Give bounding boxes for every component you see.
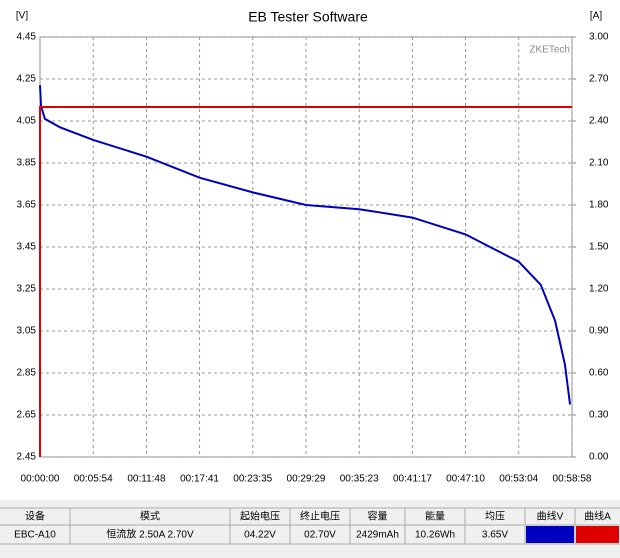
- table-header: 终止电压: [300, 510, 340, 523]
- y-tick-label: 3.25: [17, 284, 37, 295]
- table-cell: 10.26Wh: [415, 530, 455, 541]
- y2-tick-label: 1.80: [589, 200, 609, 211]
- x-tick-label: 00:29:29: [287, 474, 326, 485]
- watermark: ZKETech: [529, 45, 570, 56]
- x-tick-label: 00:17:41: [180, 474, 219, 485]
- y-tick-label: 4.05: [17, 116, 37, 127]
- x-tick-label: 00:00:00: [21, 474, 60, 485]
- y2-tick-label: 2.70: [589, 74, 609, 85]
- y2-tick-label: 1.50: [589, 242, 609, 253]
- table-cell: EBC-A10: [14, 530, 56, 541]
- table-header: 曲线V: [537, 510, 564, 523]
- table-cell: 04.22V: [244, 530, 276, 541]
- x-tick-label: 00:35:23: [340, 474, 379, 485]
- y-tick-label: 3.05: [17, 326, 37, 337]
- y-tick-label: 4.25: [17, 74, 37, 85]
- table-header: 均压: [485, 511, 505, 523]
- y2-tick-label: 2.10: [589, 158, 609, 169]
- y2-tick-label: 0.90: [589, 326, 609, 337]
- x-tick-label: 00:47:10: [446, 474, 485, 485]
- y-tick-label: 4.45: [17, 32, 37, 43]
- series-line: [39, 106, 572, 457]
- table-cell: 恒流放 2.50A 2.70V: [106, 528, 194, 541]
- legend-swatch: [526, 526, 574, 543]
- table-header: 起始电压: [240, 510, 280, 523]
- series-line: [39, 85, 572, 405]
- x-tick-label: 00:05:54: [74, 474, 113, 485]
- x-tick-label: 00:58:58: [553, 474, 592, 485]
- y2-unit: [A]: [590, 11, 602, 22]
- y2-tick-label: 0.30: [589, 410, 609, 421]
- y2-tick-label: 2.40: [589, 116, 609, 127]
- x-tick-label: 00:53:04: [499, 474, 538, 485]
- y-tick-label: 2.45: [17, 452, 37, 463]
- table-header: 模式: [140, 510, 160, 523]
- table-header: 设备: [25, 510, 45, 523]
- y-tick-label: 3.85: [17, 158, 37, 169]
- y-unit: [V]: [16, 11, 28, 22]
- y-tick-label: 2.65: [17, 410, 37, 421]
- legend-swatch: [576, 526, 619, 543]
- table-header: 能量: [425, 510, 445, 523]
- x-tick-label: 00:23:35: [233, 474, 272, 485]
- x-tick-label: 00:11:48: [127, 474, 166, 485]
- y-tick-label: 2.85: [17, 368, 37, 379]
- y-tick-label: 3.45: [17, 242, 37, 253]
- table-cell: 2429mAh: [356, 530, 399, 541]
- y2-tick-label: 0.60: [589, 368, 609, 379]
- table-header: 曲线A: [584, 510, 611, 523]
- table-header: 容量: [368, 510, 388, 523]
- y2-tick-label: 3.00: [589, 32, 609, 43]
- table-bg: [0, 500, 620, 558]
- table-cell: 3.65V: [482, 530, 508, 541]
- y2-tick-label: 1.20: [589, 284, 609, 295]
- chart-title: EB Tester Software: [248, 9, 368, 25]
- table-cell: 02.70V: [304, 530, 336, 541]
- y-tick-label: 3.65: [17, 200, 37, 211]
- x-tick-label: 00:41:17: [393, 474, 432, 485]
- y2-tick-label: 0.00: [589, 452, 609, 463]
